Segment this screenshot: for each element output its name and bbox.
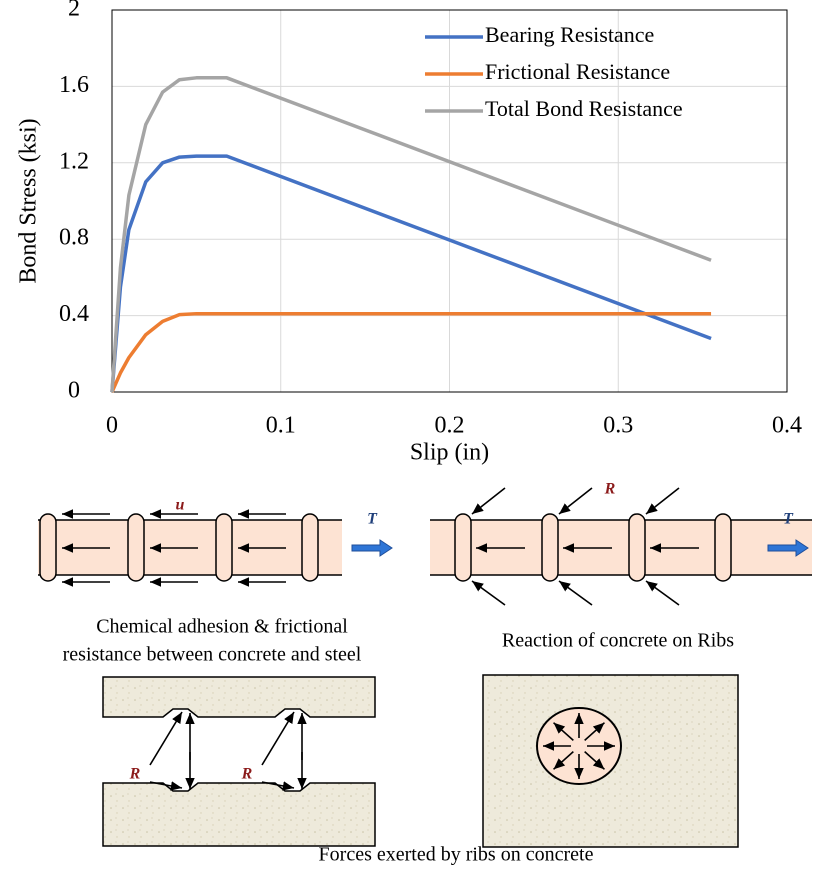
- force-label: R: [129, 766, 141, 783]
- reaction-diagram: R T Reaction of concrete on Ribs: [430, 481, 812, 652]
- legend-label: Frictional Resistance: [485, 59, 670, 84]
- y-tick-label: 1.2: [59, 148, 89, 174]
- series-line: [110, 76, 712, 393]
- plot-border: [111, 9, 788, 393]
- caption: Forces exerted by ribs on concrete: [319, 844, 594, 866]
- y-tick-label: 0.8: [59, 225, 89, 251]
- force-label: R: [604, 481, 616, 498]
- tension-label: T: [367, 511, 378, 528]
- force-label: R: [241, 766, 253, 783]
- forces-diagram: R R Forces exerted by ribs on concrete: [102, 674, 739, 866]
- tension-label: T: [783, 511, 794, 528]
- series-line: [110, 154, 712, 393]
- x-tick-label: 0.3: [603, 413, 633, 439]
- caption: resistance between concrete and steel: [63, 644, 362, 666]
- radial-arrow: [553, 751, 574, 770]
- series-line: [110, 311, 712, 393]
- caption: Chemical adhesion & frictional: [96, 616, 348, 638]
- force-label: u: [176, 497, 185, 514]
- adhesion-diagram: u T Chemical adhesion & frictional resis…: [38, 497, 393, 666]
- radial-arrow: [553, 722, 574, 741]
- y-tick-label: 0: [68, 378, 80, 404]
- x-tick-label: 0.1: [266, 413, 296, 439]
- y-axis-label: Bond Stress (ksi): [16, 118, 42, 283]
- x-tick-label: 0.4: [772, 413, 802, 439]
- y-tick-label: 1.6: [59, 72, 89, 98]
- x-tick-label: 0: [106, 413, 118, 439]
- legend-label: Bearing Resistance: [485, 22, 654, 47]
- x-axis-label: Slip (in): [410, 440, 489, 466]
- radial-arrow: [584, 722, 605, 741]
- y-tick-label: 2: [68, 0, 80, 22]
- caption: Reaction of concrete on Ribs: [502, 630, 734, 652]
- chart: 0 0.4 0.8 1.2 1.6 2 0 0.1 0.2 0.3 0.4 Slip (in) Bond…: [16, 0, 803, 466]
- radial-arrow: [584, 751, 605, 770]
- legend-label: Total Bond Resistance: [485, 96, 683, 121]
- y-tick-label: 0.4: [59, 301, 89, 327]
- x-tick-label: 0.2: [435, 413, 465, 439]
